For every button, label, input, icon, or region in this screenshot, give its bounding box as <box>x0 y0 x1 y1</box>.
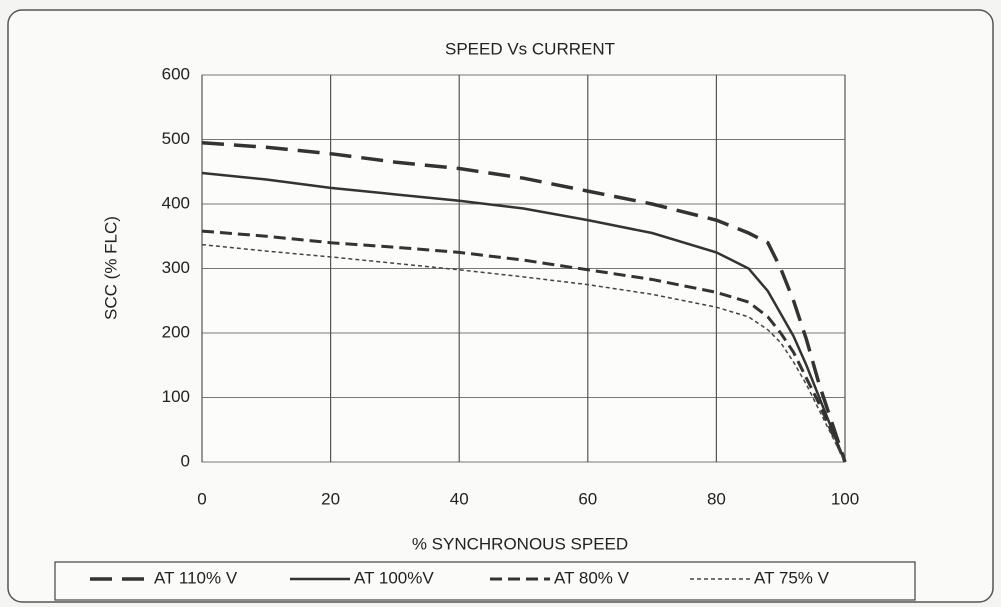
y-tick-label: 100 <box>162 387 190 406</box>
series-line <box>201 243 846 463</box>
series-line <box>201 229 847 463</box>
y-axis-title: SCC (% FLC) <box>101 216 120 320</box>
y-tick-label: 400 <box>162 193 190 212</box>
legend-box <box>54 561 916 601</box>
y-tick-label: 0 <box>181 451 190 470</box>
y-tick-label: 600 <box>162 64 190 83</box>
chart-title: SPEED Vs CURRENT <box>445 39 615 58</box>
y-tick-label: 200 <box>162 322 190 341</box>
x-tick-label: 0 <box>197 489 206 508</box>
x-tick-label: 80 <box>707 489 726 508</box>
y-tick-label: 500 <box>162 129 190 148</box>
legend-label: AT 110% V <box>154 568 238 587</box>
x-axis-title: % SYNCHRONOUS SPEED <box>412 534 628 553</box>
series-line <box>201 171 847 463</box>
x-tick-label: 20 <box>321 489 340 508</box>
x-tick-label: 60 <box>578 489 597 508</box>
x-tick-label: 100 <box>831 489 859 508</box>
legend-label: AT 75% V <box>754 568 830 587</box>
x-tick-label: 40 <box>450 489 469 508</box>
y-tick-label: 300 <box>162 258 190 277</box>
legend-label: AT 100%V <box>354 568 434 587</box>
series-line <box>201 140 847 463</box>
legend-label: AT 80% V <box>554 568 630 587</box>
